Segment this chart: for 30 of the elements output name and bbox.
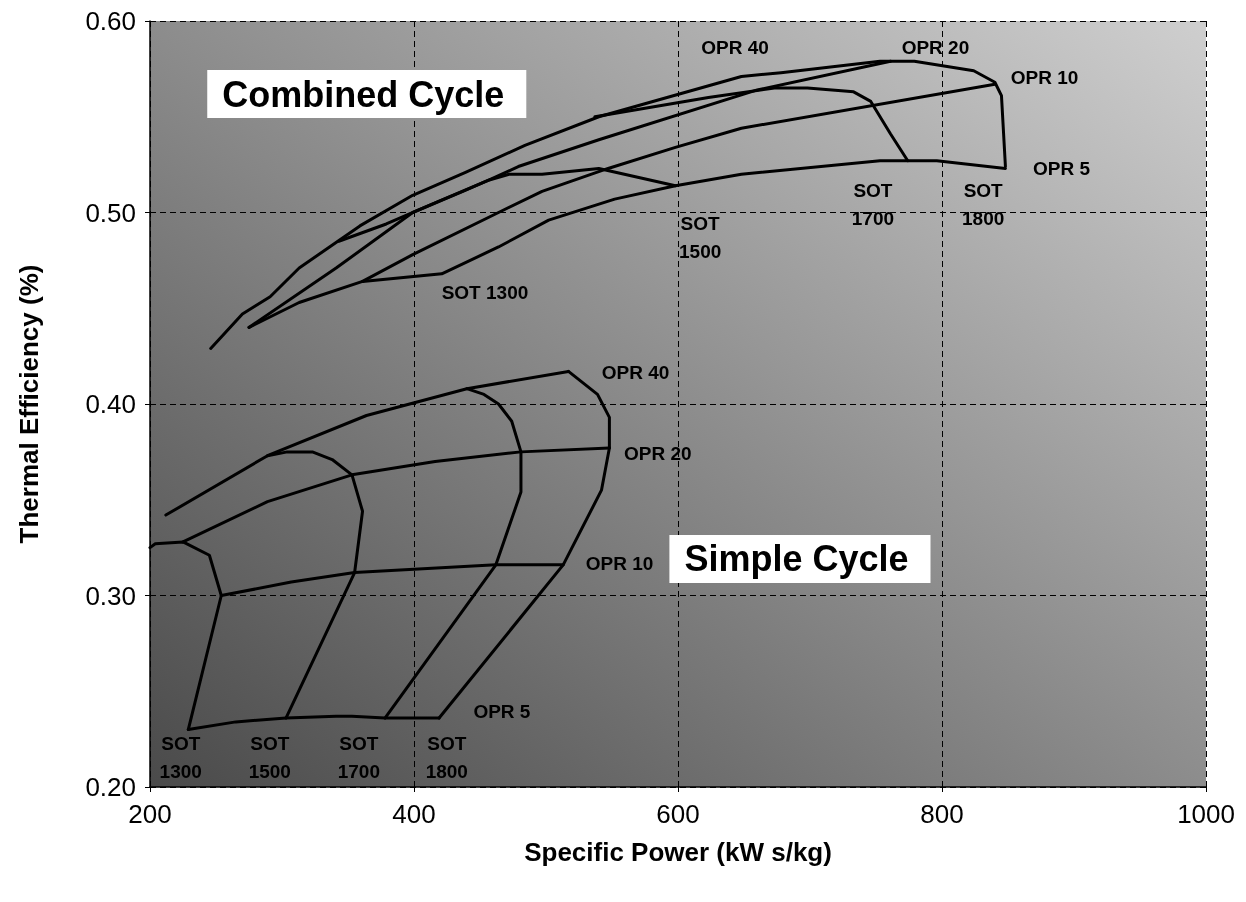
annotation: OPR 10 [1010,67,1079,89]
x-axis-title: Specific Power (kW s/kg) [524,837,832,867]
y-tick-label: 0.40 [85,389,136,419]
y-tick-label: 0.50 [85,197,136,228]
y-tick-label: 0.60 [85,6,136,36]
annotation: OPR 40 [701,36,769,58]
annotation: SOT 1300 [441,282,529,304]
annotation: SOT 1500 [679,213,722,263]
annotation: SOT 1700 [851,179,895,229]
y-tick-label: 0.20 [85,772,136,802]
annotation: OPR 5 [1033,157,1091,179]
annotation: SOT 1500 [248,732,291,782]
y-tick-label: 0.30 [85,580,136,611]
annotation: OPR 40 [601,362,670,384]
annotation: SOT 1700 [337,732,380,782]
annotation: OPR 20 [901,36,970,58]
annotation: OPR 5 [473,701,531,723]
x-tick-label: 400 [392,799,436,829]
x-tick-label: 200 [128,799,172,829]
x-tick-label: 800 [920,799,964,829]
annotation: SOT 1800 [962,179,1005,229]
annotation: Combined Cycle [222,73,505,115]
annotation: SOT 1300 [159,732,202,782]
annotation: OPR 20 [623,442,692,464]
x-tick-label: 600 [656,799,700,829]
annotation: OPR 10 [585,552,654,574]
annotation: Simple Cycle [684,538,909,580]
y-axis-title: Thermal Efficiency (%) [14,264,44,544]
x-tick-label: 1000 [1177,799,1235,829]
annotation: SOT 1800 [425,732,468,782]
